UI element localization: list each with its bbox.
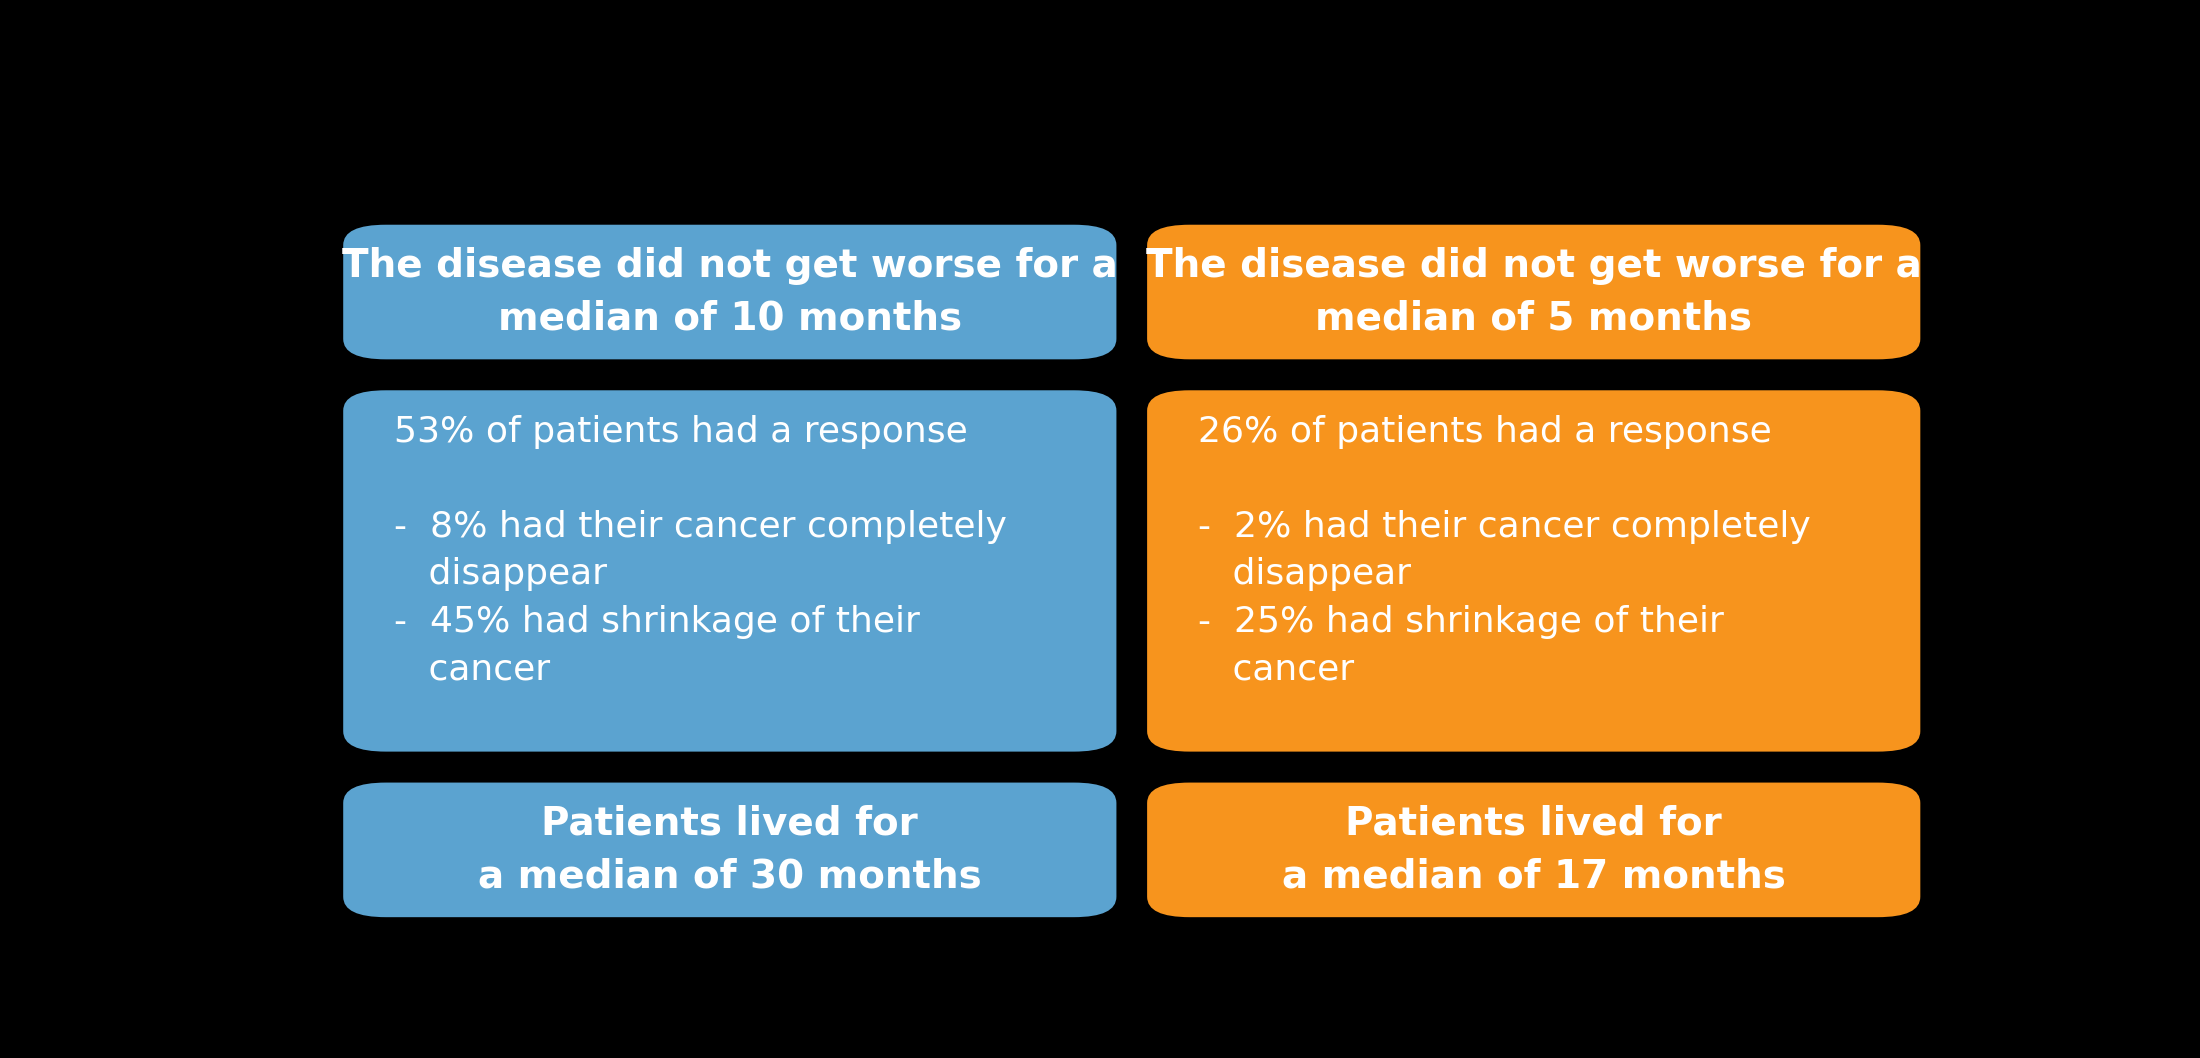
Text: 26% of patients had a response

-  2% had their cancer completely
   disappear
-: 26% of patients had a response - 2% had … bbox=[1199, 415, 1811, 687]
FancyBboxPatch shape bbox=[1146, 224, 1921, 360]
FancyBboxPatch shape bbox=[1146, 783, 1921, 917]
Text: Patients lived for
a median of 30 months: Patients lived for a median of 30 months bbox=[477, 804, 981, 895]
Text: The disease did not get worse for a
median of 5 months: The disease did not get worse for a medi… bbox=[1146, 247, 1921, 338]
FancyBboxPatch shape bbox=[343, 224, 1115, 360]
Text: The disease did not get worse for a
median of 10 months: The disease did not get worse for a medi… bbox=[341, 247, 1118, 338]
Text: 53% of patients had a response

-  8% had their cancer completely
   disappear
-: 53% of patients had a response - 8% had … bbox=[394, 415, 1008, 687]
Text: Patients lived for
a median of 17 months: Patients lived for a median of 17 months bbox=[1283, 804, 1786, 895]
FancyBboxPatch shape bbox=[1146, 390, 1921, 751]
FancyBboxPatch shape bbox=[343, 390, 1115, 751]
FancyBboxPatch shape bbox=[343, 783, 1115, 917]
